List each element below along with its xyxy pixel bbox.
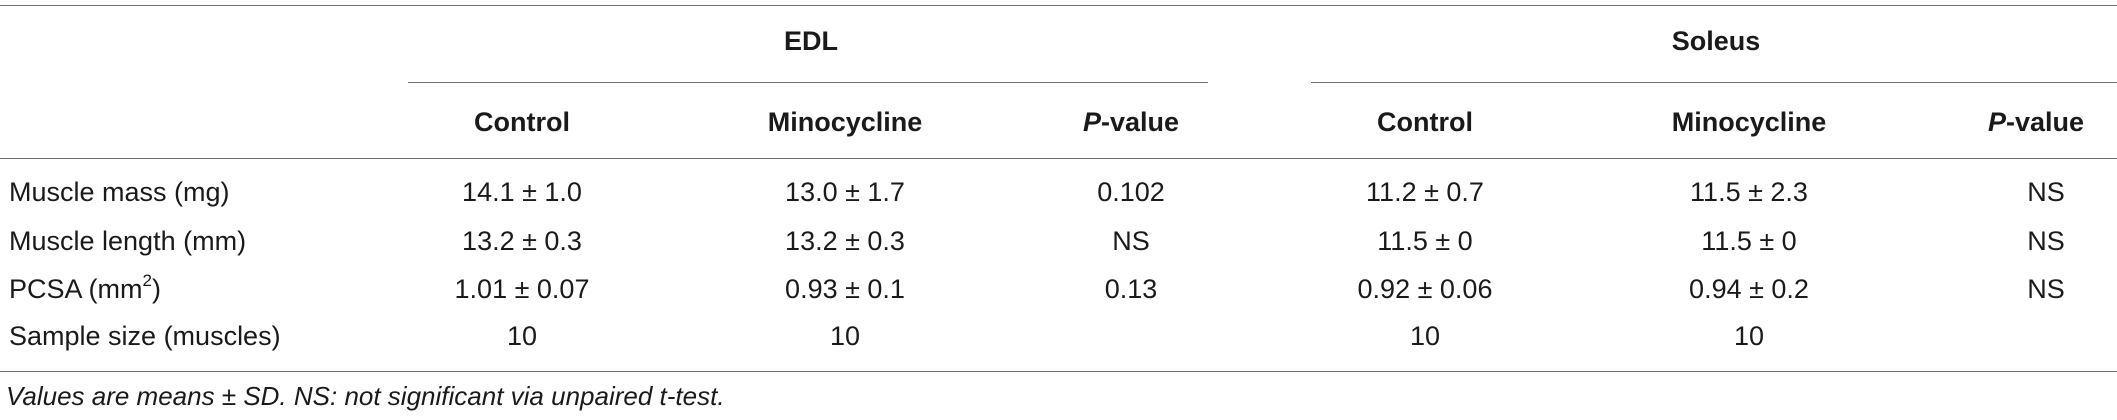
cell-soleus-pvalue: NS xyxy=(2027,177,2065,207)
cell-soleus-pvalue: NS xyxy=(2027,274,2065,304)
edl-group-underline xyxy=(408,82,1208,83)
p-rest: -value xyxy=(1100,107,1180,137)
cell-edl-pvalue: 0.13 xyxy=(1104,274,1158,304)
cell-soleus-minocycline: 11.5 ± 0 xyxy=(1701,226,1797,256)
group-header-soleus: Soleus xyxy=(1671,26,1761,56)
cell-edl-control: 13.2 ± 0.3 xyxy=(462,226,582,256)
col-header-edl-control: Control xyxy=(474,107,570,137)
col-header-edl-minocycline: Minocycline xyxy=(767,107,923,137)
row-label: Muscle mass (mg) xyxy=(9,177,230,207)
cell-soleus-minocycline: 11.5 ± 2.3 xyxy=(1690,177,1808,207)
cell-edl-control: 1.01 ± 0.07 xyxy=(454,274,590,304)
cell-edl-minocycline: 13.2 ± 0.3 xyxy=(785,226,905,256)
cell-edl-pvalue: NS xyxy=(1112,226,1150,256)
row-label: Muscle length (mm) xyxy=(9,226,247,256)
header-bottom-rule xyxy=(0,158,2117,159)
col-header-soleus-pvalue: P-value xyxy=(1988,106,2084,138)
p-italic: P xyxy=(1082,107,1101,137)
cell-soleus-minocycline: 0.94 ± 0.2 xyxy=(1689,274,1809,304)
table-bottom-rule xyxy=(0,371,2117,372)
group-header-edl: EDL xyxy=(784,26,838,56)
col-header-edl-pvalue: P-value xyxy=(1083,106,1179,138)
cell-soleus-control: 0.92 ± 0.06 xyxy=(1357,274,1493,304)
p-rest: -value xyxy=(2005,107,2085,137)
soleus-group-underline xyxy=(1311,82,2117,83)
row-label: PCSA (mm2) xyxy=(9,271,161,305)
row-label: Sample size (muscles) xyxy=(9,321,281,351)
row-label-main: PCSA (mm xyxy=(9,274,143,304)
cell-edl-minocycline: 0.93 ± 0.1 xyxy=(785,274,905,304)
cell-edl-minocycline: 10 xyxy=(829,321,861,351)
top-rule xyxy=(0,5,2117,6)
cell-soleus-control: 11.5 ± 0 xyxy=(1377,226,1473,256)
cell-soleus-minocycline: 10 xyxy=(1733,321,1765,351)
col-header-soleus-control: Control xyxy=(1377,107,1473,137)
cell-soleus-control: 10 xyxy=(1409,321,1441,351)
col-header-soleus-minocycline: Minocycline xyxy=(1671,107,1827,137)
cell-edl-control: 14.1 ± 1.0 xyxy=(462,177,582,207)
cell-soleus-control: 11.2 ± 0.7 xyxy=(1366,177,1484,207)
p-italic: P xyxy=(1987,107,2006,137)
cell-edl-pvalue: 0.102 xyxy=(1097,177,1165,207)
row-label-superscript: 2 xyxy=(142,271,152,290)
table-footnote: Values are means ± SD. NS: not significa… xyxy=(6,381,725,411)
row-label-end: ) xyxy=(151,274,161,304)
cell-edl-minocycline: 13.0 ± 1.7 xyxy=(785,177,905,207)
cell-soleus-pvalue: NS xyxy=(2027,226,2065,256)
cell-edl-control: 10 xyxy=(506,321,538,351)
